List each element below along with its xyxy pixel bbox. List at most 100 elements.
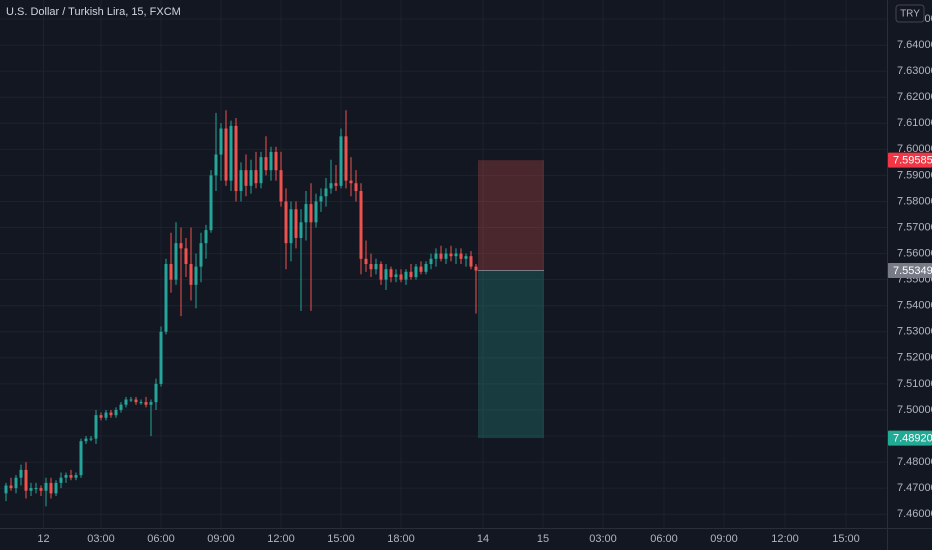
- x-tick-label: 15: [537, 533, 549, 545]
- candle-body: [204, 230, 208, 244]
- x-tick-label: 12:00: [771, 533, 799, 545]
- candle-body: [229, 125, 233, 181]
- candle-body: [224, 128, 228, 181]
- candle-body: [139, 402, 143, 404]
- price-tag: [888, 152, 932, 168]
- candle-body: [264, 157, 268, 171]
- candle-body: [354, 183, 358, 192]
- candle-body: [399, 274, 403, 280]
- price-tag: [888, 430, 932, 446]
- y-tick-label: 7.62000: [897, 91, 932, 103]
- candle-body: [389, 269, 393, 278]
- candle-body: [249, 170, 253, 186]
- x-tick-label: 03:00: [589, 533, 617, 545]
- target-zone: [478, 270, 544, 439]
- y-tick-label: 7.47000: [897, 482, 932, 494]
- x-tick-label: 15:00: [832, 533, 860, 545]
- currency-label: TRY: [900, 9, 920, 20]
- candle-body: [404, 271, 408, 280]
- y-tick-label: 7.59000: [897, 169, 932, 181]
- x-tick-label: 09:00: [710, 533, 738, 545]
- candle-body: [9, 485, 13, 489]
- y-tick-label: 7.48000: [897, 456, 932, 468]
- candle-body: [439, 253, 443, 259]
- candle-body: [364, 258, 368, 264]
- candle-body: [359, 191, 363, 259]
- price-tag-label: 7.55349: [893, 265, 932, 277]
- candle-body: [369, 264, 373, 270]
- candle-body: [44, 482, 48, 491]
- y-tick-label: 7.54000: [897, 300, 932, 312]
- candle-body: [464, 256, 468, 259]
- candle-body: [474, 266, 478, 271]
- candle-body: [184, 248, 188, 264]
- x-tick-label: 12:00: [267, 533, 295, 545]
- candle-body: [209, 175, 213, 231]
- currency-box: [895, 4, 925, 23]
- x-tick-label: 09:00: [207, 533, 235, 545]
- candle-body: [219, 128, 223, 155]
- candle-body: [239, 170, 243, 192]
- candle-body: [174, 243, 178, 280]
- candle-body: [169, 264, 173, 280]
- candle-body: [134, 399, 138, 403]
- candle-body: [59, 477, 63, 483]
- candle-body: [94, 415, 98, 439]
- candle-body: [189, 264, 193, 285]
- candle-body: [129, 399, 133, 401]
- candle-body: [64, 475, 68, 478]
- candle-body: [84, 438, 88, 442]
- candle-body: [324, 188, 328, 197]
- candle-body: [159, 331, 163, 384]
- candle-body: [309, 204, 313, 223]
- candle-body: [284, 201, 288, 244]
- x-tick-label: 12: [37, 533, 49, 545]
- candle-body: [39, 488, 43, 491]
- y-tick-label: 7.53000: [897, 326, 932, 338]
- candle-body: [414, 266, 418, 278]
- price-tag-label: 7.48920: [893, 432, 932, 444]
- candle-body: [54, 482, 58, 494]
- x-tick-label: 18:00: [387, 533, 415, 545]
- price-tag: [888, 263, 932, 279]
- candle-body: [449, 253, 453, 257]
- candle-body: [409, 271, 413, 278]
- candle-body: [279, 170, 283, 202]
- candle-body: [339, 136, 343, 186]
- candle-body: [194, 266, 198, 285]
- x-tick-label: 15:00: [327, 533, 355, 545]
- y-tick-label: 7.57000: [897, 221, 932, 233]
- candle-body: [394, 274, 398, 278]
- candle-body: [459, 253, 463, 259]
- candle-body: [179, 243, 183, 249]
- y-tick-label: 7.50000: [897, 404, 932, 416]
- candle-body: [114, 409, 118, 416]
- candle-body: [244, 170, 248, 186]
- candle-body: [34, 488, 38, 490]
- price-tag-label: 7.59585: [893, 155, 932, 167]
- candle-body: [119, 404, 123, 410]
- candle-body: [154, 383, 158, 403]
- candle-body: [374, 264, 378, 270]
- candle-body: [104, 412, 108, 418]
- candle-body: [334, 183, 338, 186]
- candle-body: [444, 253, 448, 259]
- candle-body: [19, 469, 23, 478]
- y-tick-label: 7.60000: [897, 143, 932, 155]
- candle-body: [434, 253, 438, 259]
- candle-body: [74, 475, 78, 478]
- candle-body: [89, 438, 93, 440]
- chart-title: U.S. Dollar / Turkish Lira, 15, FXCM: [6, 6, 181, 18]
- candle-body: [384, 269, 388, 280]
- y-tick-label: 7.46000: [897, 508, 932, 520]
- candle-body: [254, 170, 258, 184]
- y-tick-label: 7.61000: [897, 117, 932, 129]
- y-tick-label: 7.63000: [897, 65, 932, 77]
- candle-body: [329, 183, 333, 189]
- candle-body: [299, 222, 303, 238]
- candle-body: [109, 412, 113, 416]
